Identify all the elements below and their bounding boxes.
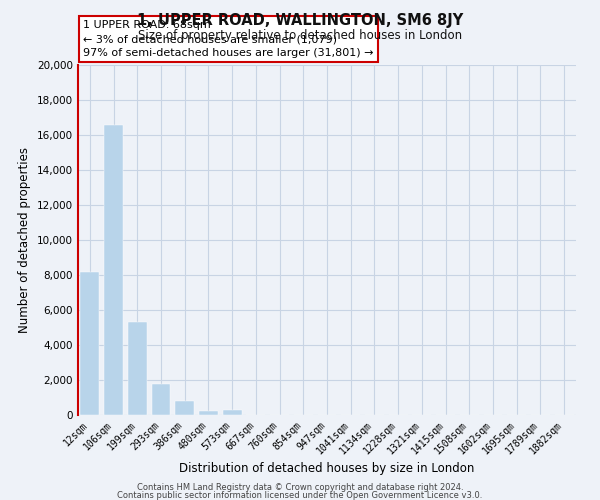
Text: 1 UPPER ROAD: 68sqm
← 3% of detached houses are smaller (1,079)
97% of semi-deta: 1 UPPER ROAD: 68sqm ← 3% of detached hou… — [83, 20, 373, 58]
Text: 1, UPPER ROAD, WALLINGTON, SM6 8JY: 1, UPPER ROAD, WALLINGTON, SM6 8JY — [137, 12, 463, 28]
X-axis label: Distribution of detached houses by size in London: Distribution of detached houses by size … — [179, 462, 475, 474]
Bar — [80, 272, 100, 415]
Text: Contains HM Land Registry data © Crown copyright and database right 2024.: Contains HM Land Registry data © Crown c… — [137, 483, 463, 492]
Bar — [128, 322, 147, 415]
Bar — [152, 384, 170, 415]
Text: Contains public sector information licensed under the Open Government Licence v3: Contains public sector information licen… — [118, 492, 482, 500]
Y-axis label: Number of detached properties: Number of detached properties — [19, 147, 31, 333]
Bar — [199, 410, 218, 415]
Bar — [175, 401, 194, 415]
Text: Size of property relative to detached houses in London: Size of property relative to detached ho… — [138, 29, 462, 42]
Bar — [223, 410, 242, 415]
Bar — [104, 124, 123, 415]
